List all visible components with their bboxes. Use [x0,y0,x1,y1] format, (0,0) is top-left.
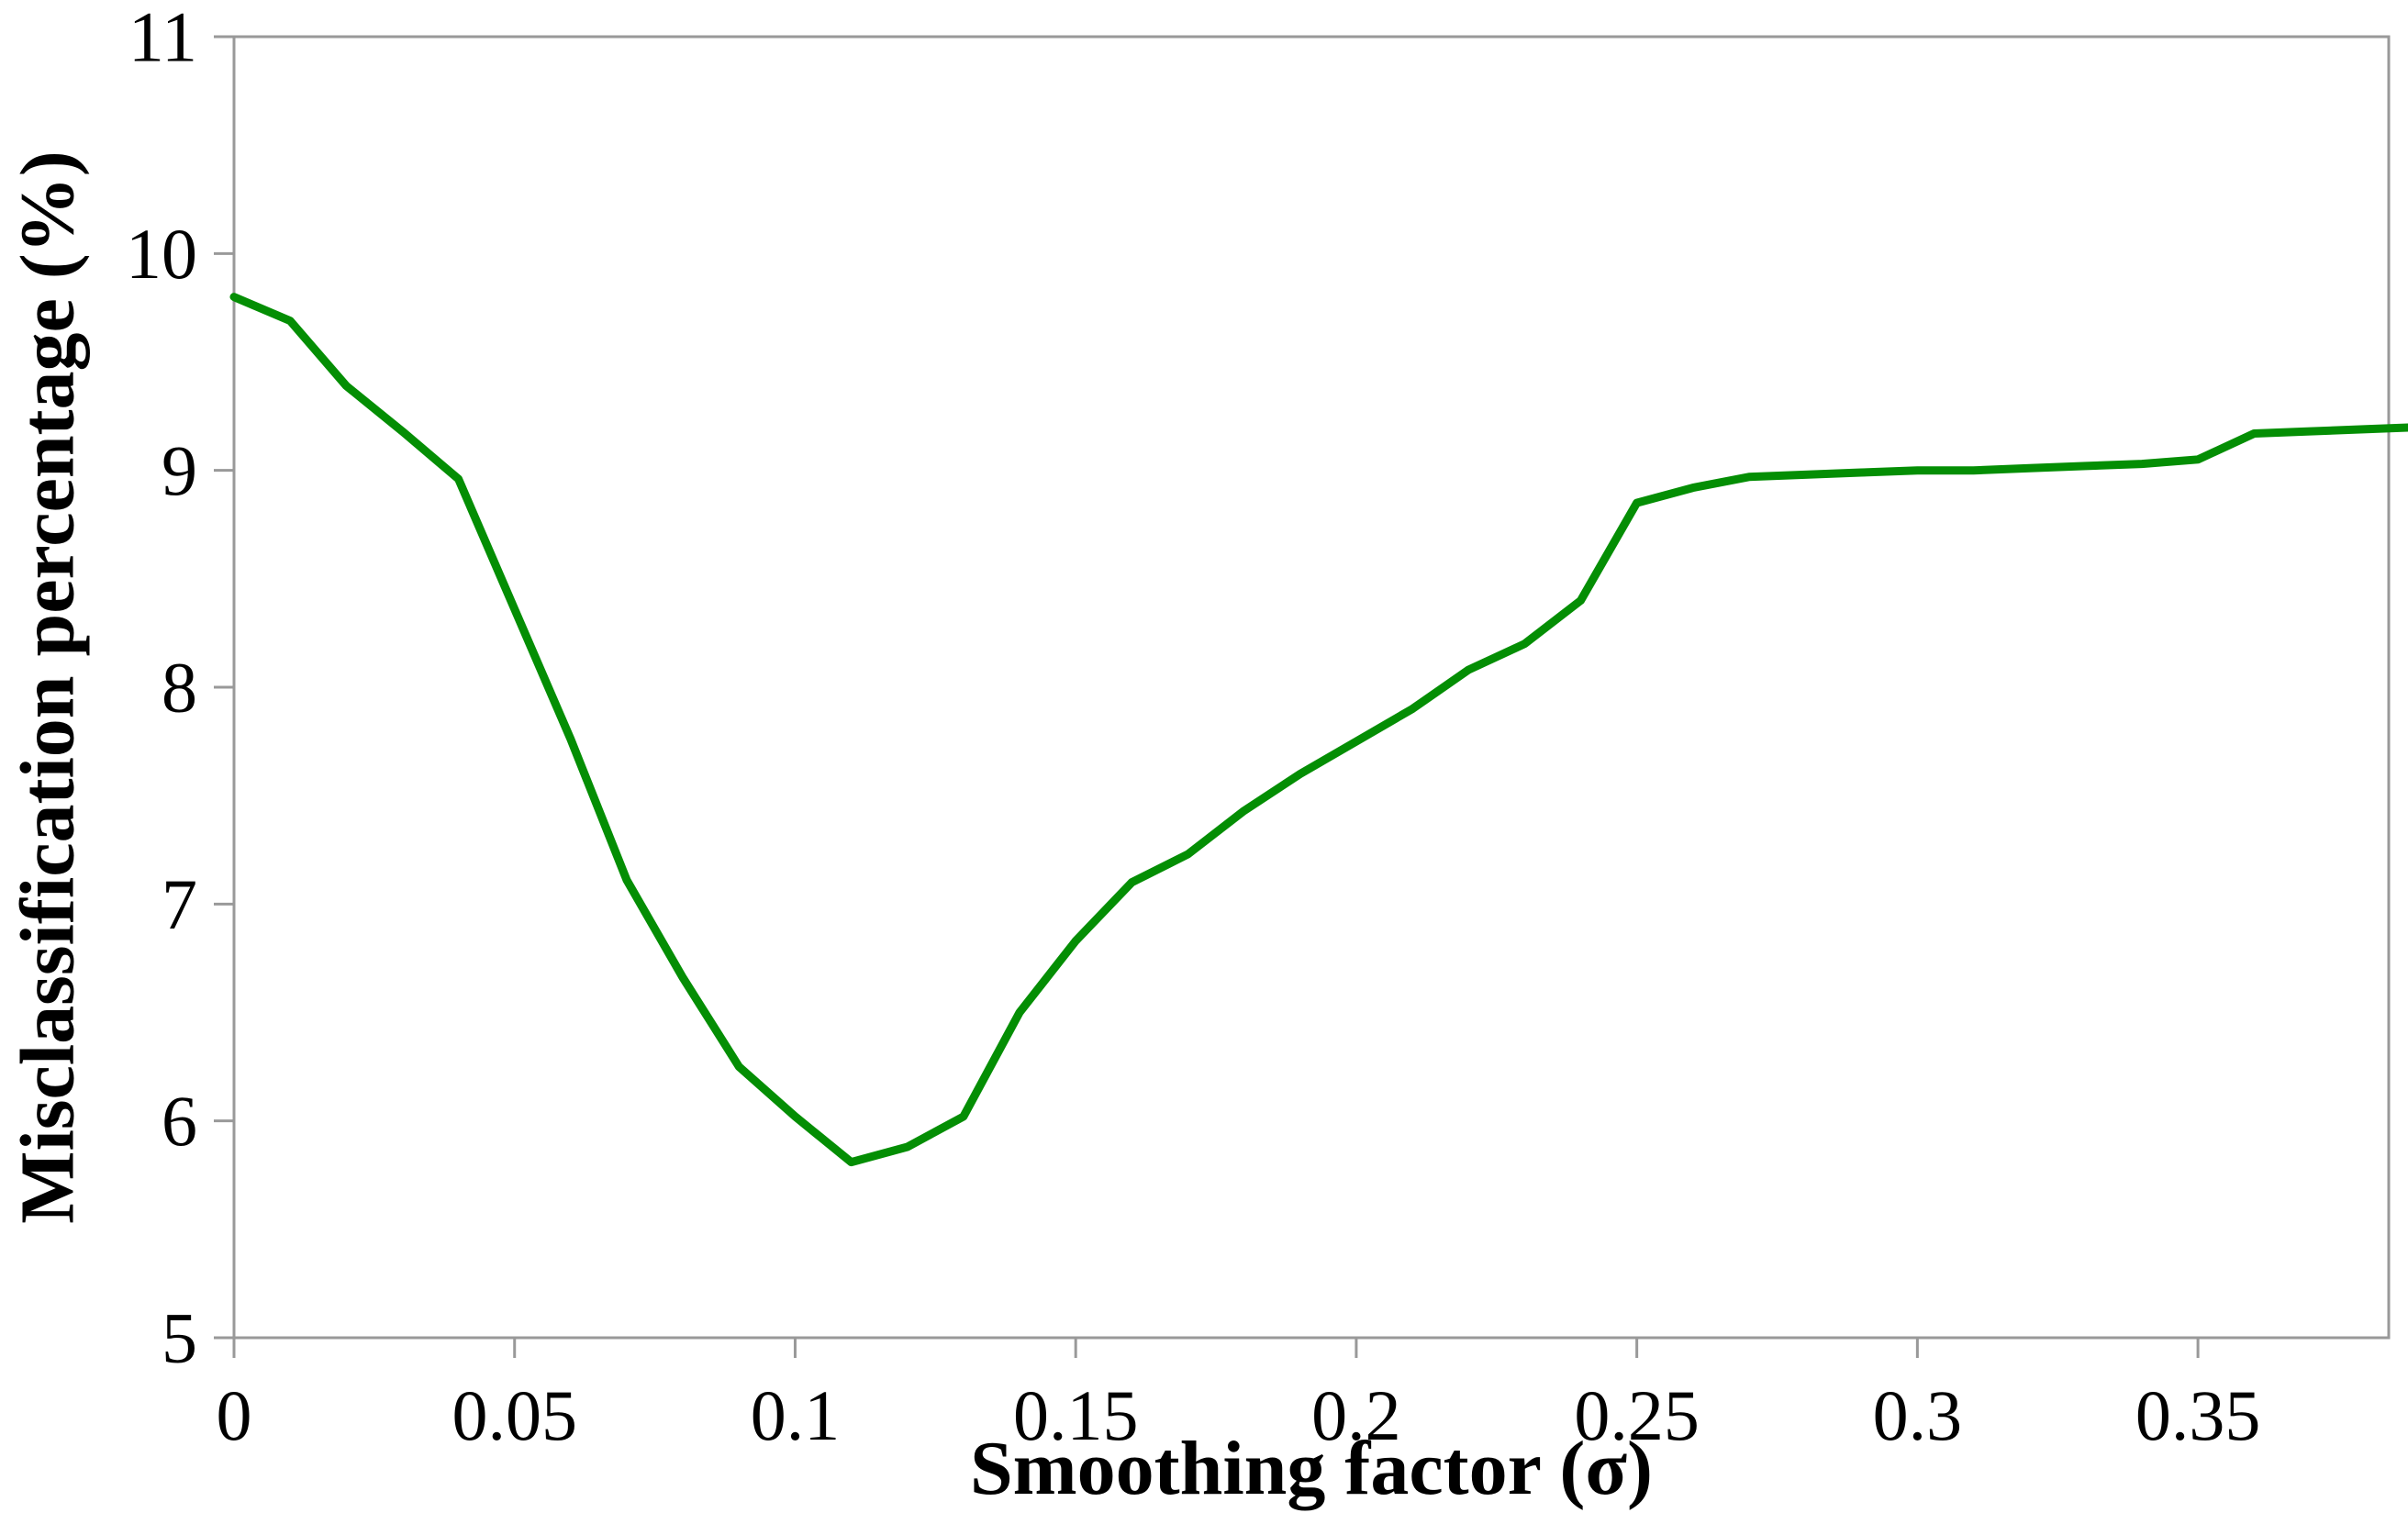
y-axis-title: Misclassification percentage (%) [5,150,91,1224]
series-line-misclassification-percentage [229,293,2408,1167]
y-tick-label: 7 [162,864,197,944]
x-tick-label: 0.1 [751,1375,841,1455]
y-tick-label: 6 [162,1081,197,1161]
x-tick-label: 0.35 [2135,1375,2261,1455]
y-tick-label: 5 [162,1298,197,1378]
x-tick-label: 0.3 [1873,1375,1963,1455]
y-tick-label: 10 [126,214,197,294]
x-tick-label: 0.15 [1013,1375,1139,1455]
x-axis-title: Smoothing factor (σ) [969,1426,1654,1511]
y-tick-label: 11 [128,0,197,77]
plot-frame [232,35,2391,1340]
x-tick-label: 0.05 [452,1375,577,1455]
x-tick-label: 0.25 [1574,1375,1700,1455]
x-tick-label: 0.2 [1311,1375,1401,1455]
y-tick-label: 8 [162,648,197,728]
x-tick-label: 0 [217,1375,252,1455]
y-tick-label: 9 [162,430,197,510]
